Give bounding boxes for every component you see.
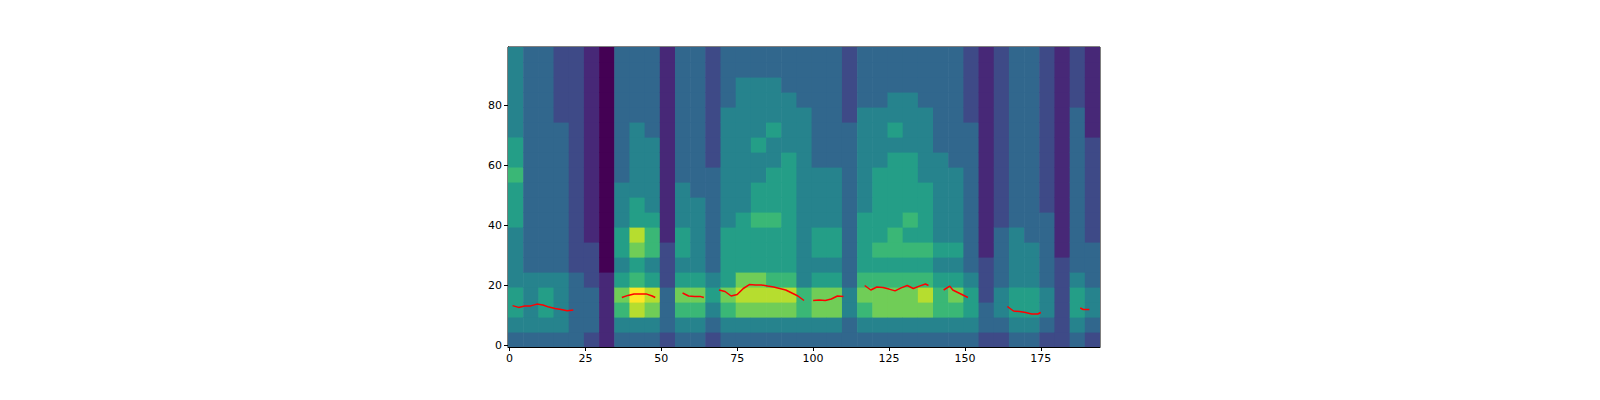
svg-text:20: 20	[488, 279, 502, 292]
svg-text:0: 0	[506, 352, 513, 365]
svg-text:80: 80	[488, 99, 502, 112]
svg-text:100: 100	[803, 352, 824, 365]
svg-text:0: 0	[495, 339, 502, 352]
svg-text:75: 75	[730, 352, 744, 365]
svg-text:50: 50	[654, 352, 668, 365]
svg-text:125: 125	[879, 352, 900, 365]
svg-text:25: 25	[578, 352, 592, 365]
svg-text:175: 175	[1030, 352, 1051, 365]
svg-text:60: 60	[488, 159, 502, 172]
svg-text:150: 150	[954, 352, 975, 365]
svg-text:40: 40	[488, 219, 502, 232]
